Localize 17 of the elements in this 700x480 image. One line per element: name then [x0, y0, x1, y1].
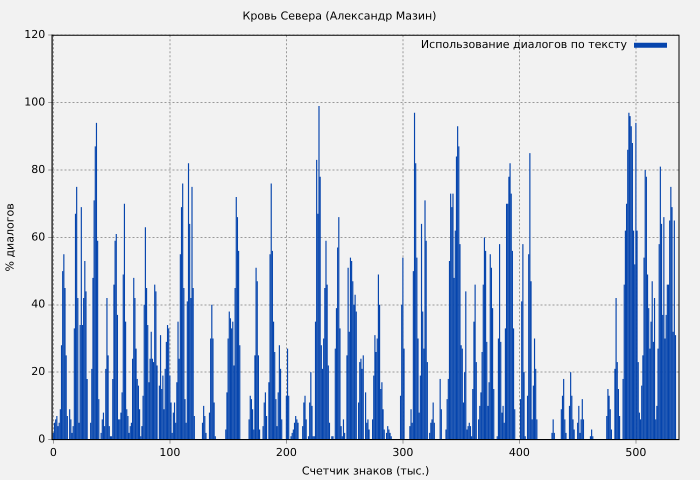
- y-tick-label: 20: [31, 365, 46, 378]
- x-tick-label: 300: [392, 446, 414, 460]
- x-tick-label: 0: [50, 446, 57, 460]
- x-tick-label: 200: [276, 446, 297, 460]
- y-tick-label: 60: [31, 230, 46, 244]
- x-axis-title: Счетчик знаков (тыс.): [302, 464, 430, 478]
- x-tick-label: 500: [625, 446, 646, 460]
- y-tick-label: 80: [31, 162, 46, 176]
- y-axis-title: % диалогов: [3, 203, 16, 272]
- y-tick-label: 40: [31, 298, 46, 311]
- y-tick-label: 0: [38, 432, 46, 446]
- x-tick-label: 100: [159, 446, 180, 460]
- chart-title: Кровь Севера (Александр Мазин): [242, 9, 436, 22]
- x-tick-label: 400: [508, 446, 530, 460]
- legend-label: Использование диалогов по тексту: [420, 38, 628, 52]
- y-tick-label: 120: [24, 28, 46, 42]
- y-tick-label: 100: [24, 95, 46, 108]
